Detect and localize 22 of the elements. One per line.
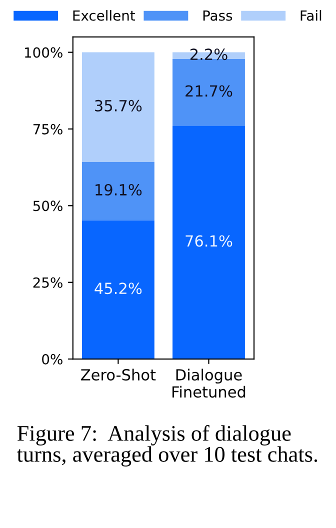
- data-label: 19.1%: [96, 184, 142, 196]
- bar: [82, 52, 154, 162]
- bar: [82, 162, 154, 220]
- data-label: 2.2%: [190, 48, 228, 60]
- data-label: 35.7%: [95, 100, 142, 112]
- legend-label: Pass: [203, 10, 232, 21]
- bar: [172, 59, 245, 126]
- legend-label: Fail: [300, 10, 322, 21]
- y-tick-label: 75%: [33, 124, 62, 134]
- caption: Figure 7: Analysis of dialogue turns, averaged over 10 test chats.: [17, 425, 318, 466]
- bar: [82, 220, 154, 360]
- y-tick-label: 0%: [42, 354, 62, 365]
- y-tick-label: 25%: [33, 277, 62, 288]
- data-label: 45.2%: [94, 282, 142, 294]
- x-tick-label: Dialogue Finetuned: [172, 368, 246, 398]
- bar: [172, 126, 245, 360]
- data-label: 21.7%: [186, 85, 232, 97]
- x-tick-label: Zero-Shot: [81, 368, 156, 381]
- legend-label: Excellent: [73, 10, 136, 21]
- y-tick-label: 50%: [33, 200, 62, 212]
- data-label: 76.1%: [186, 235, 232, 247]
- y-tick-label: 100%: [25, 47, 62, 58]
